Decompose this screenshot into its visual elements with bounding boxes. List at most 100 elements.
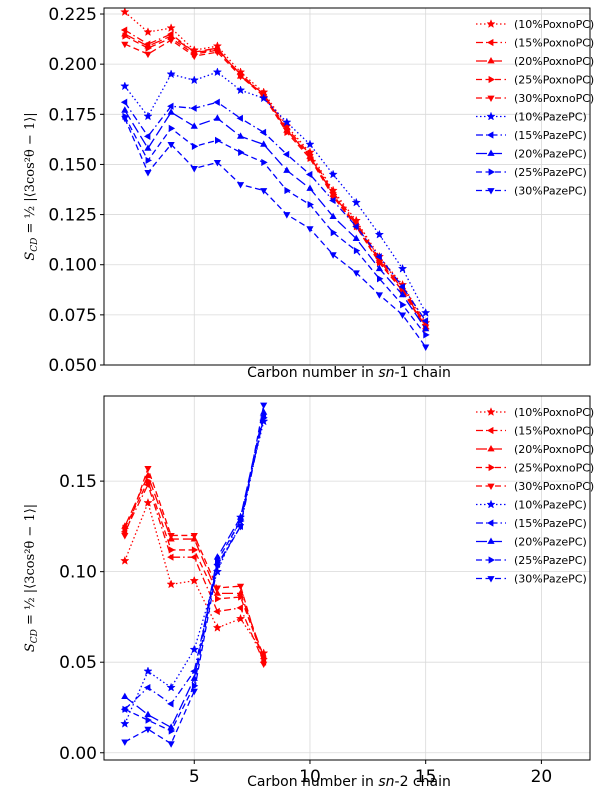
data-point (215, 136, 222, 144)
legend-entry: (20%PoxnoPC) (476, 443, 594, 456)
data-point (397, 263, 408, 273)
data-point (282, 150, 290, 159)
data-point (330, 229, 338, 237)
data-point (213, 49, 221, 57)
data-point (144, 466, 152, 473)
data-point (283, 166, 291, 173)
data-point (145, 44, 152, 52)
data-point (120, 718, 130, 728)
data-point (329, 212, 337, 219)
legend-entry: (25%PazePC) (476, 554, 587, 567)
data-point (261, 158, 268, 167)
data-point (167, 533, 175, 540)
legend-label: (30%PazePC) (514, 573, 587, 586)
y-tick-label: 0.075 (48, 306, 97, 326)
y-tick-label: 0.05 (59, 653, 97, 673)
data-point (260, 140, 268, 147)
series-15-poxnopc (120, 481, 267, 666)
data-point (122, 524, 129, 532)
x-axis-label: Carbon number in sn-1 chain (247, 365, 451, 381)
data-point (121, 692, 129, 700)
data-point (190, 122, 198, 129)
data-point (283, 212, 291, 219)
y-axis-label: SCD = ½ |⟨3cos²θ − 1⟩| (23, 504, 40, 652)
data-point (190, 104, 197, 112)
legend-entry: (20%PazePC) (476, 536, 587, 549)
data-point (190, 553, 197, 561)
legend-entry: (15%PoxnoPC) (476, 425, 594, 438)
data-point (166, 682, 176, 692)
x-axis-label: Carbon number in sn-2 chain (247, 774, 451, 790)
data-point (282, 117, 292, 127)
y-tick-label: 0.15 (59, 472, 97, 492)
data-point (143, 132, 151, 140)
data-point (167, 700, 174, 708)
data-point (143, 683, 151, 692)
data-point (166, 579, 176, 589)
data-point (329, 192, 337, 199)
legend-marker (487, 537, 495, 544)
legend-label: (30%PazePC) (514, 185, 587, 198)
data-point (236, 604, 243, 612)
legend-entry: (20%PazePC) (476, 148, 587, 161)
data-point (120, 98, 128, 106)
data-point (145, 716, 152, 724)
data-point (168, 727, 176, 735)
legend-label: (20%PazePC) (514, 148, 587, 161)
x-tick-label: 10 (299, 767, 321, 787)
data-point (421, 317, 429, 325)
data-point (375, 260, 383, 267)
series-line (124, 115, 427, 336)
data-point (120, 81, 130, 91)
plot-frame (103, 395, 591, 761)
data-point (328, 169, 338, 179)
data-point (307, 200, 314, 209)
legend-marker (487, 426, 494, 435)
data-point (284, 186, 291, 195)
series-line (124, 11, 427, 324)
y-tick-label: 0.050 (48, 356, 97, 376)
legend-label: (10%PoxnoPC) (514, 18, 594, 31)
data-point (235, 613, 246, 623)
data-point (144, 144, 152, 151)
data-point (352, 270, 360, 277)
series-line (124, 118, 427, 348)
data-point (329, 196, 336, 205)
data-point (121, 739, 129, 746)
data-point (422, 344, 430, 351)
data-point (375, 292, 383, 299)
series-10-poxnopc (120, 497, 269, 658)
data-point (121, 115, 129, 123)
data-point (120, 555, 130, 565)
data-point (213, 607, 220, 616)
legend-marker (487, 519, 494, 527)
legend-entry: (15%PoxnoPC) (476, 37, 594, 50)
data-point (236, 114, 243, 122)
series-15-poxnopc (120, 26, 429, 329)
data-point (143, 497, 153, 507)
data-point (260, 408, 268, 415)
legend-label: (25%PoxnoPC) (514, 74, 594, 87)
data-point (120, 7, 130, 16)
legend-entry: (25%PoxnoPC) (476, 74, 594, 87)
data-point (213, 563, 221, 571)
legend-marker (486, 499, 496, 509)
legend-entry: (30%PoxnoPC) (476, 92, 594, 105)
data-point (213, 589, 221, 596)
data-point (190, 53, 198, 61)
data-point (191, 142, 199, 150)
legend-label: (25%PazePC) (514, 554, 587, 567)
data-point (145, 477, 152, 485)
data-point (168, 546, 176, 554)
data-point (189, 75, 199, 85)
data-point (144, 471, 152, 479)
data-point (143, 111, 153, 121)
data-point (215, 595, 222, 603)
data-point (421, 307, 431, 317)
series-25-pazepc (122, 414, 268, 735)
legend-label: (10%PoxnoPC) (514, 406, 594, 419)
data-point (168, 124, 176, 132)
data-point (306, 184, 314, 191)
data-point (398, 312, 407, 319)
data-point (352, 223, 359, 231)
